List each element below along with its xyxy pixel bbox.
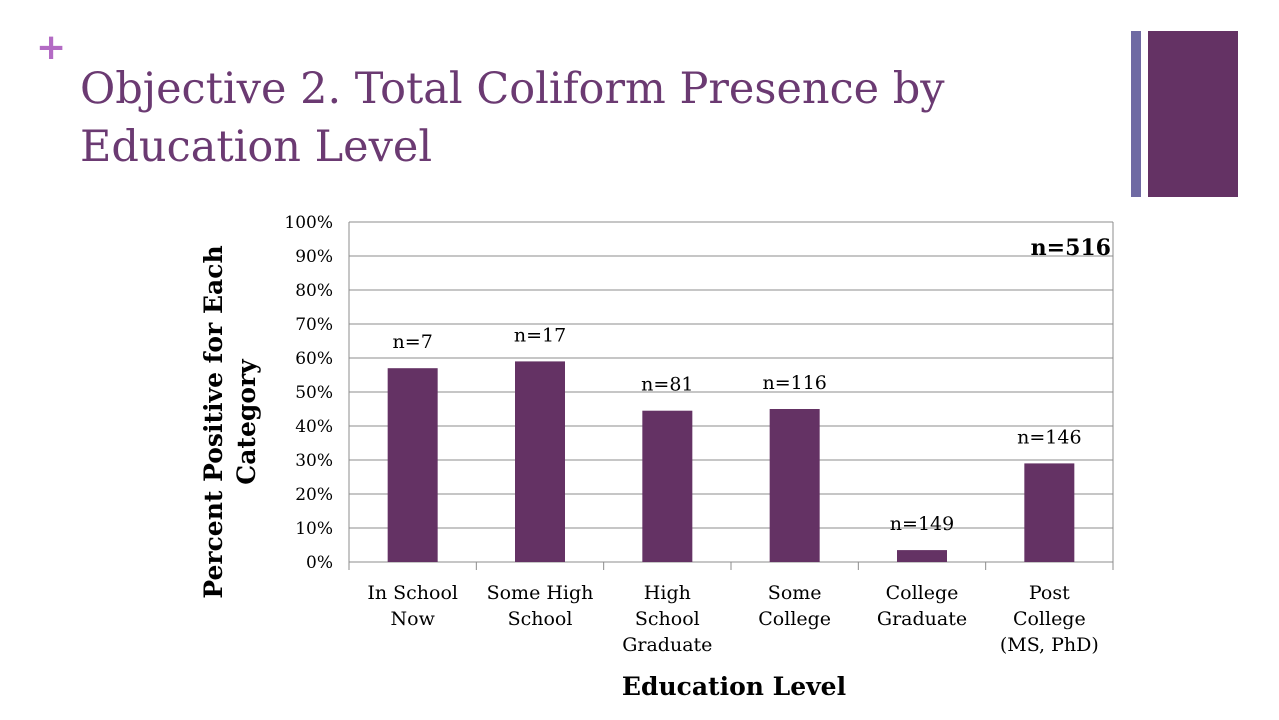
decorative-bar-thick	[1148, 31, 1238, 197]
y-tick-label: 40%	[295, 417, 333, 437]
bar-label: n=149	[890, 513, 954, 535]
x-tick-label-line: Post	[1029, 582, 1070, 604]
y-tick-label: 90%	[295, 247, 333, 267]
y-tick-label: 100%	[284, 213, 333, 233]
y-tick-label: 10%	[295, 519, 333, 539]
x-tick-labels: In School Now Some High School High School Gra…	[367, 582, 1098, 656]
y-tick-label: 50%	[295, 383, 333, 403]
bar	[897, 550, 947, 562]
y-tick-label: 60%	[295, 349, 333, 369]
bar-label: n=81	[641, 374, 693, 396]
slide-title-line-2: Education Level	[80, 122, 433, 172]
x-tick-label: Some College	[758, 582, 831, 630]
x-tick-label-line: Some	[768, 582, 822, 604]
y-tick-label: 0%	[306, 553, 333, 573]
bar	[1024, 463, 1075, 562]
x-tick-label-line: School	[508, 608, 573, 630]
bar-label: n=146	[1017, 426, 1081, 448]
x-tick-label: Post College (MS, PhD)	[1000, 582, 1099, 656]
x-tick-label-line: College	[886, 582, 959, 604]
bar	[769, 409, 820, 562]
bullet-plus: +	[36, 27, 67, 68]
y-tick-label: 70%	[295, 315, 333, 335]
bar	[515, 361, 565, 562]
x-tick-label-line: High	[644, 582, 691, 604]
x-tick-label-line: Graduate	[622, 634, 712, 656]
bar-label: n=17	[514, 324, 566, 346]
bar-labels: n=7 n=17 n=81 n=116 n=149 n=146	[393, 324, 1082, 535]
y-tick-label: 20%	[295, 485, 333, 505]
x-tick-label: College Graduate	[877, 582, 967, 630]
bar-label: n=116	[762, 372, 826, 394]
x-tick-label-line: College	[1013, 608, 1086, 630]
x-tick-label: Some High School	[487, 582, 594, 630]
x-tick-label-line: Some High	[487, 582, 594, 604]
y-axis-title-line: Percent Positive for Each	[199, 245, 228, 598]
y-tick-label: 30%	[295, 451, 333, 471]
x-tick-label: High School Graduate	[622, 582, 712, 656]
x-tick-label-line: Now	[391, 608, 436, 630]
bar	[642, 410, 693, 562]
slide-title-line-1: Objective 2. Total Coliform Presence by	[80, 64, 945, 114]
slide-title: Objective 2. Total Coliform Presence by …	[80, 60, 1080, 176]
bar-label: n=7	[393, 331, 433, 353]
y-tick-labels: 0% 10% 20% 30% 40% 50% 60% 70% 80% 90% 100%	[284, 213, 333, 573]
bars	[387, 361, 1075, 562]
x-tick-label-line: School	[635, 608, 700, 630]
total-n-annotation: n=516	[1031, 235, 1111, 261]
x-tick-label: In School Now	[367, 582, 458, 630]
x-tick-label-line: Graduate	[877, 608, 967, 630]
x-tick-label-line: (MS, PhD)	[1000, 634, 1099, 656]
y-axis-title: Percent Positive for Each Category	[199, 245, 261, 598]
y-axis-title-line: Category	[232, 358, 261, 485]
x-tick-label-line: In School	[367, 582, 458, 604]
x-axis-title: Education Level	[622, 672, 846, 701]
bar	[387, 368, 438, 562]
y-tick-label: 80%	[295, 281, 333, 301]
x-tick-label-line: College	[758, 608, 831, 630]
gridlines	[348, 221, 1114, 570]
decorative-bar-thin	[1131, 31, 1141, 197]
